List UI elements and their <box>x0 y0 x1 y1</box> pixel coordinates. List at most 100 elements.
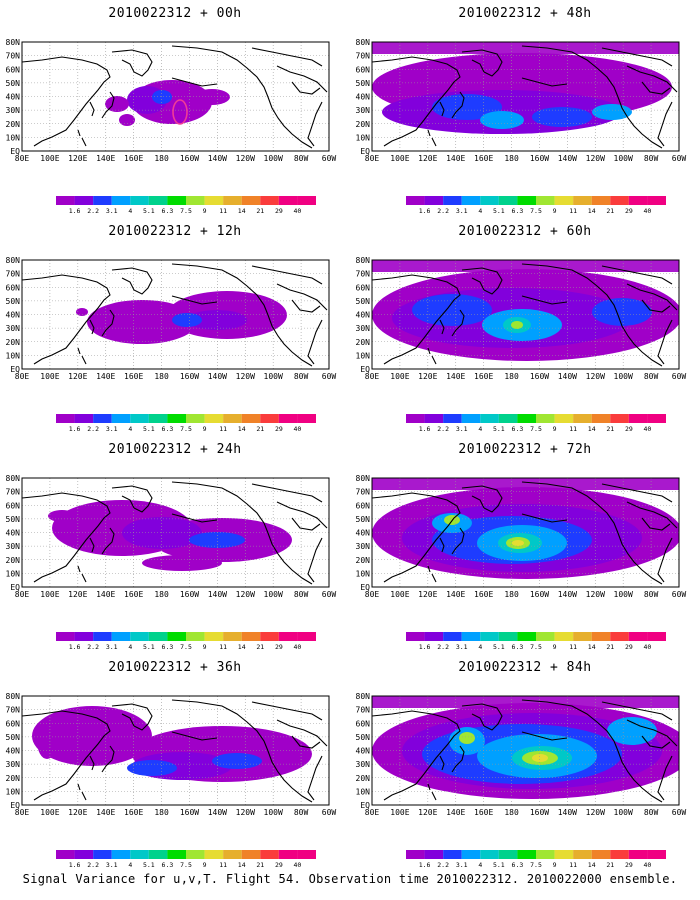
latitude-tick-label: EQ <box>10 801 20 810</box>
colorbar-swatch <box>591 414 611 423</box>
longitude-tick-label: 140E <box>446 808 465 817</box>
latitude-tick-label: 60N <box>356 283 371 292</box>
variance-contour <box>187 310 247 330</box>
coastline <box>111 267 153 295</box>
variance-contour <box>372 478 679 490</box>
colorbar-label: 5.1 <box>143 861 155 869</box>
latitude-tick-label: 80N <box>356 38 371 47</box>
map-frame <box>21 41 330 152</box>
coastline <box>521 699 663 803</box>
latitude-tick-label: 60N <box>6 501 21 510</box>
longitude-tick-label: 60W <box>322 590 337 599</box>
latitude-tick-label: 40N <box>356 747 371 756</box>
longitude-tick-label: 100W <box>614 590 633 599</box>
longitude-tick-label: 160W <box>530 372 549 381</box>
latitude-tick-label: 20N <box>356 556 371 565</box>
map-plot: EQ 10N 20N 30N 40N 50N 60N 70N 80N 80E 100E 120E 140… <box>356 38 687 215</box>
colorbar: 1.6 2.2 3.1 4 5.1 6.3 7.5 9 11 14 21 29 40 <box>56 414 316 433</box>
latitude-tick-label: 30N <box>356 324 371 333</box>
coastline <box>307 319 323 365</box>
coastline <box>251 47 323 67</box>
map-panel-48h: 2010022312 + 48h EQ 10N 20N 30N 40N 50N 60N 70N… <box>350 0 700 218</box>
colorbar-swatch <box>186 850 205 859</box>
latitude-tick-label: 40N <box>356 93 371 102</box>
latitude-tick-label: 20N <box>6 774 21 783</box>
colorbar-label: 14 <box>238 207 246 215</box>
colorbar-label: 7.5 <box>180 643 192 651</box>
colorbar-swatch <box>297 414 316 423</box>
colorbar-label: 7.5 <box>530 643 542 651</box>
colorbar-swatch <box>554 196 574 205</box>
colorbar-swatch <box>297 196 316 205</box>
longitude-tick-label: 160E <box>474 372 493 381</box>
coastline <box>291 517 321 531</box>
latitude-tick-label: 50N <box>356 515 371 524</box>
latitude-tick-label: 20N <box>6 338 21 347</box>
latitude-tick-label: 20N <box>6 556 21 565</box>
variance-contour <box>37 723 57 759</box>
longitude-tick-label: 80W <box>644 590 659 599</box>
colorbar-swatch <box>278 850 298 859</box>
coastline <box>22 492 111 583</box>
colorbar-label: 14 <box>588 861 596 869</box>
colorbar-label: 21 <box>606 643 614 651</box>
latitude-tick-label: 50N <box>6 297 21 306</box>
colorbar-swatch <box>148 632 168 641</box>
latitude-tick-label: EQ <box>360 147 370 156</box>
longitude-tick-label: 80E <box>365 154 380 163</box>
latitude-tick-label: 50N <box>6 733 21 742</box>
colorbar-label: 29 <box>625 425 633 433</box>
map-area <box>371 41 680 152</box>
latitude-tick-label: 10N <box>356 569 371 578</box>
latitude-tick-label: 80N <box>356 474 371 483</box>
colorbar-label: 21 <box>256 643 264 651</box>
map-panel-24h: 2010022312 + 24h EQ 10N 20N 30N 40N 50N 60N 70N… <box>0 436 350 654</box>
latitude-tick-label: 10N <box>6 133 21 142</box>
latitude-tick-label: 10N <box>6 787 21 796</box>
colorbar-swatch <box>424 414 444 423</box>
variance-contour <box>48 510 76 522</box>
longitude-tick-label: 120W <box>236 154 255 163</box>
colorbar: 1.6 2.2 3.1 4 5.1 6.3 7.5 9 11 14 21 29 40 <box>406 632 666 651</box>
colorbar-swatch <box>186 414 205 423</box>
longitude-tick-label: 80W <box>294 372 309 381</box>
latitude-tick-label: 30N <box>356 542 371 551</box>
colorbar-label: 29 <box>275 643 283 651</box>
colorbar-swatch <box>223 196 242 205</box>
longitude-tick-label: 60W <box>672 590 687 599</box>
longitude-tick-label: 180 <box>154 154 169 163</box>
latitude-tick-label: 40N <box>6 529 21 538</box>
longitude-tick-label: 140E <box>446 154 465 163</box>
colorbar-swatch <box>260 632 279 641</box>
colorbar-label: 11 <box>569 643 577 651</box>
colorbar-label: 5.1 <box>493 643 505 651</box>
variance-contour <box>459 732 475 744</box>
coastline <box>22 710 111 801</box>
longitude-tick-label: 120E <box>68 808 87 817</box>
colorbar-label: 1.6 <box>69 643 81 651</box>
colorbar-label: 1.6 <box>69 861 81 869</box>
longitude-tick-label: 120E <box>418 372 437 381</box>
map-frame <box>21 259 330 370</box>
map-area <box>371 477 680 588</box>
variance-contour <box>532 107 592 127</box>
coastline <box>521 481 663 585</box>
longitude-tick-label: 120W <box>236 808 255 817</box>
colorbar-swatch <box>424 196 444 205</box>
variance-contour <box>432 94 502 120</box>
coastline <box>101 91 115 119</box>
coastline <box>307 101 323 147</box>
longitude-tick-label: 100E <box>40 590 59 599</box>
variance-contour <box>87 300 197 344</box>
colorbar-label: 7.5 <box>530 425 542 433</box>
colorbar-swatch <box>591 850 611 859</box>
colorbar-label: 40 <box>644 207 652 215</box>
map-frame <box>371 695 680 806</box>
colorbar-swatch <box>461 850 481 859</box>
colorbar-label: 2.2 <box>437 861 449 869</box>
coastline <box>451 91 465 119</box>
coastline <box>276 65 328 93</box>
latitude-tick-label: 80N <box>356 256 371 265</box>
latitude-tick-label: 10N <box>356 351 371 360</box>
longitude-tick-label: 100W <box>264 590 283 599</box>
